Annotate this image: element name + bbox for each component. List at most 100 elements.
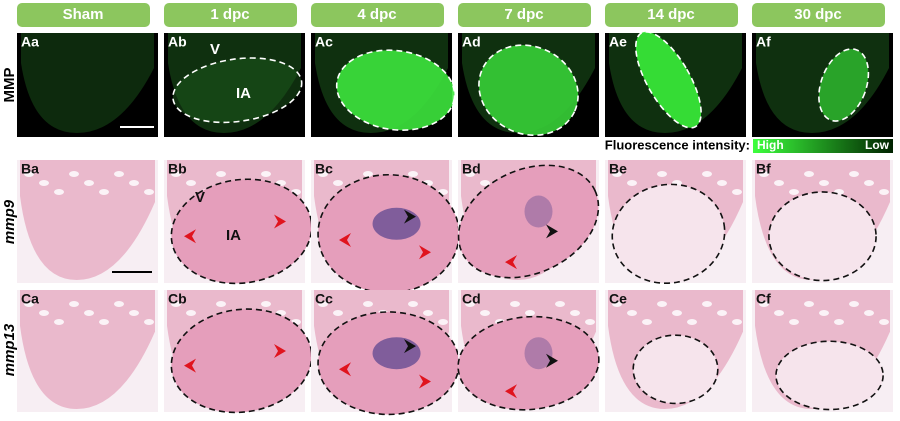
- lumen: [99, 189, 109, 195]
- lumen: [24, 301, 34, 307]
- legend-gradient: [753, 139, 893, 153]
- lumen: [849, 171, 859, 177]
- column-header-box: [17, 3, 150, 27]
- tissue: [20, 290, 155, 409]
- column-header-box: [752, 3, 885, 27]
- stain: [372, 207, 421, 240]
- lumen: [879, 189, 889, 195]
- lumen: [732, 319, 742, 325]
- row-label: mmp13: [1, 323, 18, 376]
- column-header: 1 dpc: [210, 6, 249, 23]
- column-header: 30 dpc: [794, 6, 842, 23]
- lumen: [186, 180, 196, 186]
- lumen: [717, 180, 727, 186]
- signal-region: [172, 58, 302, 123]
- signal-region: [336, 50, 455, 131]
- arrowhead: [546, 224, 558, 239]
- lumen: [129, 310, 139, 316]
- arrowhead: [404, 209, 416, 224]
- arrowhead: [404, 339, 416, 354]
- panel-label: Cf: [756, 291, 771, 307]
- signal-region: [818, 48, 869, 122]
- panel-label: Af: [756, 34, 771, 50]
- lumen: [408, 171, 418, 177]
- lumen: [216, 301, 226, 307]
- column-header-box: [311, 3, 444, 27]
- lumen: [69, 301, 79, 307]
- panel-label: Ae: [609, 34, 627, 50]
- arrowhead: [505, 384, 517, 399]
- lumen: [627, 180, 637, 186]
- lumen: [759, 301, 769, 307]
- injury-outline: [457, 164, 600, 279]
- arrowhead: [184, 229, 196, 244]
- arrowhead: [419, 245, 431, 260]
- column-header: 14 dpc: [647, 6, 695, 23]
- tissue: [21, 33, 154, 133]
- lumen: [642, 319, 652, 325]
- arrowhead: [274, 214, 286, 229]
- lumen: [114, 171, 124, 177]
- lumen: [261, 171, 271, 177]
- lumen: [879, 319, 889, 325]
- lumen: [99, 319, 109, 325]
- panel-label: Bb: [168, 161, 187, 177]
- lumen: [171, 171, 181, 177]
- lumen: [480, 310, 490, 316]
- lumen: [612, 171, 622, 177]
- column-header: Sham: [63, 6, 104, 23]
- lumen: [144, 189, 154, 195]
- panel-label: Cd: [462, 291, 481, 307]
- lumen: [627, 310, 637, 316]
- lumen: [702, 301, 712, 307]
- injury-outline: [632, 334, 719, 405]
- injury-area: [612, 184, 725, 284]
- legend-title: Fluorescence intensity:: [605, 137, 750, 152]
- annotation: IA: [226, 227, 241, 244]
- lumen: [408, 301, 418, 307]
- column-header: 4 dpc: [357, 6, 396, 23]
- tissue: [20, 160, 155, 280]
- lumen: [657, 301, 667, 307]
- lumen: [171, 301, 181, 307]
- lumen: [363, 301, 373, 307]
- injury-area: [458, 165, 599, 278]
- injury-area: [171, 309, 312, 413]
- stain: [372, 337, 421, 370]
- annotation: V: [195, 189, 205, 206]
- lumen: [144, 319, 154, 325]
- legend-low: Low: [865, 138, 890, 152]
- lumen: [114, 301, 124, 307]
- injury-area: [633, 335, 718, 404]
- lumen: [525, 310, 535, 316]
- lumen: [717, 310, 727, 316]
- lumen: [318, 171, 328, 177]
- arrowhead: [339, 362, 351, 377]
- lumen: [774, 310, 784, 316]
- arrowhead: [505, 255, 517, 270]
- injury-outline: [478, 44, 579, 137]
- arrowhead: [546, 353, 558, 368]
- lumen: [570, 310, 580, 316]
- injury-outline: [611, 183, 726, 285]
- legend-high: High: [757, 138, 784, 152]
- injury-outline: [335, 49, 456, 131]
- panel-label: Ac: [315, 34, 333, 50]
- lumen: [69, 171, 79, 177]
- injury-area: [458, 316, 599, 410]
- panel-label: Be: [609, 161, 627, 177]
- lumen: [423, 310, 433, 316]
- column-header-box: [458, 3, 591, 27]
- lumen: [834, 319, 844, 325]
- panel-label: Ab: [168, 34, 187, 50]
- lumen: [759, 171, 769, 177]
- lumen: [849, 301, 859, 307]
- panel-label: Bf: [756, 161, 771, 177]
- lumen: [261, 301, 271, 307]
- lumen: [54, 319, 64, 325]
- panel-label: Cc: [315, 291, 333, 307]
- stain: [524, 195, 553, 228]
- arrowhead: [419, 374, 431, 389]
- lumen: [789, 319, 799, 325]
- injury-area: [171, 179, 312, 284]
